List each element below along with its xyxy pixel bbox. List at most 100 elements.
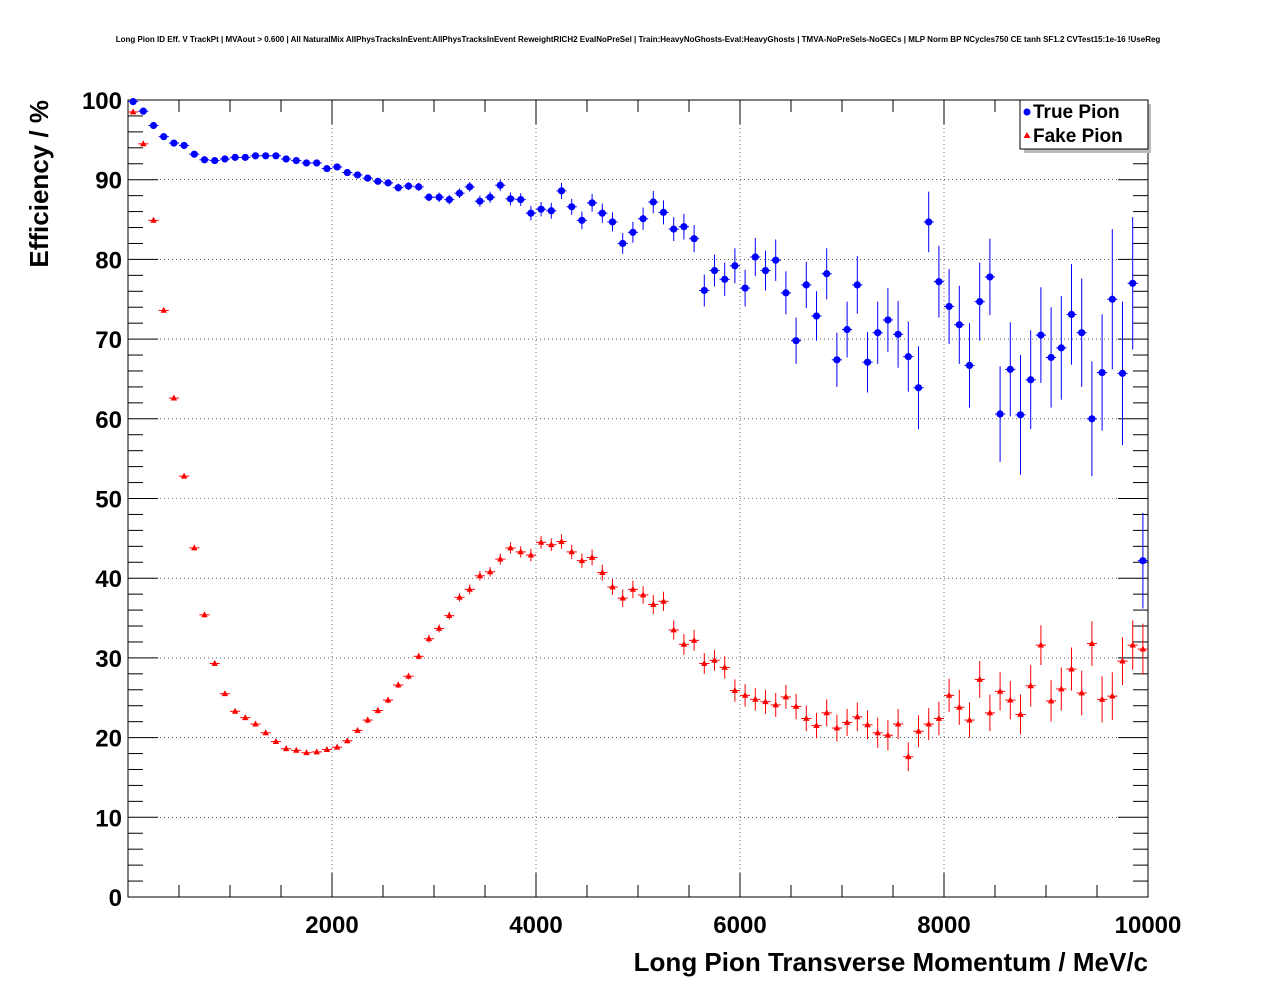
data-point: [556, 182, 567, 199]
point-marker: [996, 687, 1004, 694]
data-point: [913, 346, 924, 430]
data-point: [760, 689, 771, 714]
point-marker: [731, 686, 739, 693]
data-point: [699, 653, 710, 674]
point-marker: [293, 746, 300, 753]
data-point: [1107, 229, 1118, 370]
point-marker: [782, 289, 790, 297]
data-point: [128, 97, 139, 106]
point-marker: [670, 626, 677, 633]
data-point: [811, 291, 822, 341]
point-marker: [231, 153, 239, 161]
data-point: [556, 534, 567, 549]
point-marker: [537, 205, 545, 213]
point-marker: [466, 585, 473, 592]
point-marker: [537, 538, 545, 545]
data-point: [434, 624, 445, 633]
point-marker: [772, 701, 779, 708]
data-point: [903, 742, 914, 772]
data-point: [750, 237, 761, 277]
point-marker: [547, 207, 555, 215]
data-point: [801, 705, 812, 732]
point-marker: [690, 235, 698, 243]
data-point: [729, 248, 740, 284]
data-point: [689, 225, 700, 253]
point-marker: [445, 196, 453, 204]
point-marker: [741, 284, 749, 292]
point-marker: [650, 600, 657, 607]
data-point: [1025, 665, 1036, 707]
data-point: [658, 591, 669, 611]
y-tick-label: 0: [109, 885, 122, 912]
point-marker: [1088, 415, 1096, 423]
point-marker: [272, 152, 280, 160]
data-point: [281, 155, 292, 163]
data-point: [760, 250, 771, 291]
data-point: [729, 679, 740, 702]
data-point: [842, 708, 853, 737]
point-marker: [262, 152, 270, 160]
point-marker: [303, 749, 310, 756]
data-point: [311, 748, 322, 755]
data-point: [587, 549, 598, 566]
point-marker: [986, 709, 994, 716]
data-point: [1107, 672, 1118, 721]
data-point: [403, 672, 414, 680]
point-marker: [1006, 365, 1014, 373]
point-marker: [200, 156, 209, 164]
point-marker: [751, 253, 759, 261]
point-marker: [772, 256, 780, 264]
point-marker: [211, 659, 218, 666]
data-point: [954, 689, 965, 725]
y-tick-label: 20: [95, 726, 122, 753]
point-marker: [802, 281, 810, 289]
point-marker: [711, 656, 718, 663]
point-marker: [884, 731, 892, 738]
data-point: [179, 472, 190, 479]
x-tick-label: 2000: [305, 912, 358, 939]
point-marker: [823, 709, 830, 716]
data-point: [505, 542, 516, 554]
data-point: [1076, 670, 1087, 716]
y-tick-label: 10: [95, 805, 122, 832]
data-point: [291, 156, 302, 165]
point-marker: [476, 572, 484, 579]
data-point: [1056, 296, 1067, 400]
point-marker: [557, 187, 566, 195]
point-marker: [558, 537, 565, 544]
data-point: [1117, 301, 1128, 446]
point-marker: [1068, 665, 1075, 672]
point-marker: [251, 152, 260, 160]
data-point: [1005, 322, 1016, 417]
data-point: [964, 702, 975, 738]
data-point: [821, 699, 832, 727]
y-tick-label: 30: [95, 646, 122, 673]
data-point: [974, 262, 985, 341]
data-point: [964, 323, 975, 408]
point-marker: [599, 569, 606, 576]
point-marker: [252, 720, 259, 727]
data-point: [525, 548, 536, 562]
point-marker: [588, 199, 596, 207]
data-point: [260, 152, 271, 160]
x-tick-label: 8000: [917, 912, 970, 939]
point-marker: [741, 691, 749, 698]
point-marker: [588, 553, 596, 560]
data-point: [791, 693, 802, 720]
data-point: [648, 190, 659, 214]
data-point: [566, 544, 577, 560]
data-point: [831, 332, 842, 387]
data-point: [944, 268, 955, 344]
data-point: [811, 712, 822, 739]
data-point: [923, 191, 934, 253]
point-marker: [201, 611, 208, 618]
point-marker: [690, 636, 698, 643]
data-point: [678, 633, 689, 655]
point-marker: [1129, 641, 1136, 648]
data-point: [1097, 676, 1108, 723]
data-point: [372, 706, 383, 714]
point-marker: [527, 209, 535, 217]
point-marker: [925, 720, 932, 727]
point-marker: [1118, 369, 1127, 377]
point-marker: [619, 594, 626, 601]
